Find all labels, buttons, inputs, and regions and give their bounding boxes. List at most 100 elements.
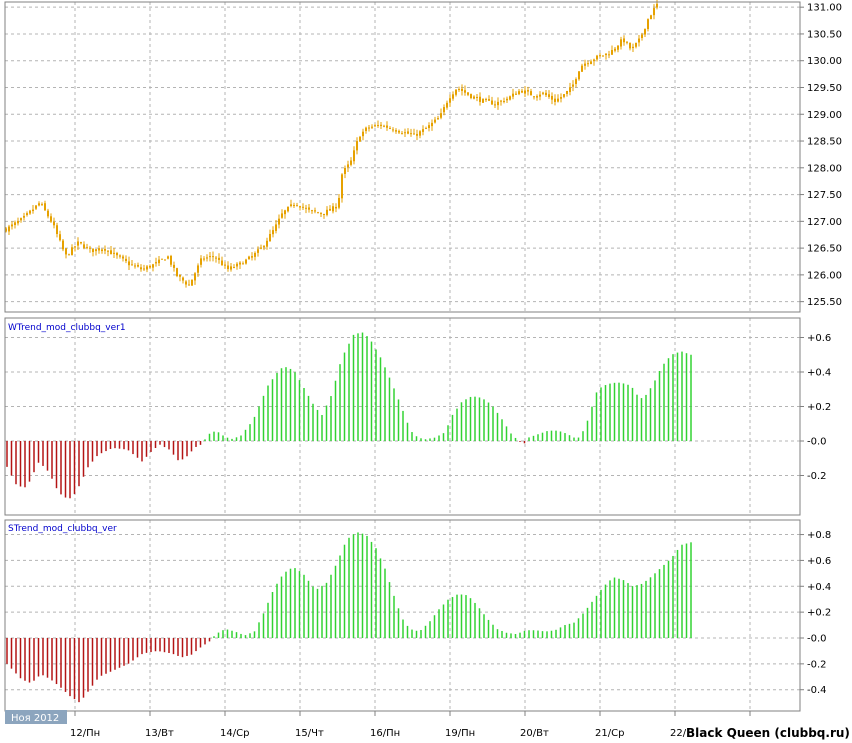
price-candle xyxy=(416,133,418,136)
price-candle xyxy=(317,212,319,214)
price-candle xyxy=(308,207,310,210)
x-tick-label: 13/Вт xyxy=(145,728,174,739)
price-candle xyxy=(230,266,232,270)
price-candle xyxy=(509,96,511,100)
price-candle xyxy=(86,247,88,249)
price-y-tick-label: 128.00 xyxy=(807,163,842,174)
x-tick-label: 15/Чт xyxy=(295,728,324,739)
price-candle xyxy=(146,266,148,270)
price-candle xyxy=(179,274,181,277)
price-candle xyxy=(377,124,379,126)
price-candle xyxy=(77,241,79,246)
price-candle xyxy=(239,262,241,265)
price-candle xyxy=(479,96,481,102)
price-candle xyxy=(440,113,442,118)
price-candle xyxy=(92,248,94,253)
price-candle xyxy=(566,90,568,94)
price-candle xyxy=(548,94,550,97)
price-candle xyxy=(116,253,118,256)
price-candle xyxy=(269,233,271,242)
price-candle xyxy=(212,256,214,258)
price-candle xyxy=(590,61,592,65)
price-candle xyxy=(599,55,601,57)
price-y-tick-label: 131.00 xyxy=(807,3,842,14)
wtrend-y-tick-label: +0.2 xyxy=(807,402,831,413)
x-tick-label: 19/Пн xyxy=(445,728,475,739)
price-candle xyxy=(437,118,439,120)
price-candle xyxy=(431,122,433,127)
price-candle xyxy=(119,255,121,257)
price-y-tick-label: 130.50 xyxy=(807,29,842,40)
price-candle xyxy=(236,263,238,267)
price-candle xyxy=(128,261,130,266)
price-candle xyxy=(95,249,97,252)
price-candle xyxy=(503,100,505,102)
watermark: Black Queen (clubbq.ru) xyxy=(686,726,850,740)
price-candle xyxy=(107,250,109,252)
price-candle xyxy=(515,93,517,95)
price-candle xyxy=(248,256,250,260)
price-candle xyxy=(8,226,10,232)
price-candle xyxy=(413,133,415,135)
wtrend-indicator-label[interactable]: WTrend_mod_clubbq_ver1 xyxy=(8,323,126,333)
price-candle xyxy=(122,256,124,259)
price-candle xyxy=(563,94,565,97)
price-candle xyxy=(323,213,325,215)
price-candle xyxy=(464,90,466,93)
price-candle xyxy=(305,207,307,209)
price-candle xyxy=(572,84,574,87)
price-y-tick-label: 125.50 xyxy=(807,297,842,308)
price-candle xyxy=(569,87,571,93)
price-y-tick-label: 128.50 xyxy=(807,137,842,148)
price-candle xyxy=(272,230,274,235)
price-candle xyxy=(311,210,313,212)
price-candle xyxy=(80,241,82,244)
price-candle xyxy=(164,259,166,261)
price-candle xyxy=(557,98,559,102)
price-y-tick-label: 129.00 xyxy=(807,110,842,121)
price-candle xyxy=(173,264,175,268)
price-candle xyxy=(278,218,280,225)
price-candle xyxy=(419,131,421,136)
price-y-tick-label: 126.50 xyxy=(807,244,842,255)
price-candle xyxy=(200,258,202,265)
price-candle xyxy=(527,90,529,92)
price-candle xyxy=(500,100,502,102)
price-candle xyxy=(356,141,358,151)
price-candle xyxy=(605,53,607,56)
price-candle xyxy=(392,129,394,131)
price-candle xyxy=(629,42,631,49)
price-candle xyxy=(383,125,385,127)
price-candle xyxy=(134,265,136,267)
price-candle xyxy=(137,264,139,267)
price-candle xyxy=(14,222,16,226)
price-candle xyxy=(512,93,514,97)
price-candle xyxy=(494,104,496,106)
price-candle xyxy=(251,256,253,258)
strend-indicator-label[interactable]: STrend_mod_clubbq_ver xyxy=(8,524,117,534)
price-candle xyxy=(521,90,523,93)
price-candle xyxy=(263,246,265,248)
price-candle xyxy=(143,268,145,270)
price-candle xyxy=(497,101,499,106)
price-candle xyxy=(542,92,544,94)
price-candle xyxy=(227,265,229,270)
price-candle xyxy=(584,63,586,66)
price-candle xyxy=(5,228,7,232)
price-candle xyxy=(320,213,322,215)
price-candle xyxy=(20,218,22,221)
price-candle xyxy=(257,249,259,253)
price-candle xyxy=(68,254,70,256)
price-candle xyxy=(203,258,205,260)
price-candle xyxy=(602,55,604,57)
price-candle xyxy=(491,100,493,105)
price-candle xyxy=(596,55,598,60)
price-candle xyxy=(422,129,424,132)
price-candle xyxy=(506,98,508,101)
price-candle xyxy=(104,248,106,251)
price-candle xyxy=(296,205,298,207)
price-candle xyxy=(452,94,454,99)
price-candle xyxy=(446,102,448,108)
price-pane-frame xyxy=(4,1,801,313)
